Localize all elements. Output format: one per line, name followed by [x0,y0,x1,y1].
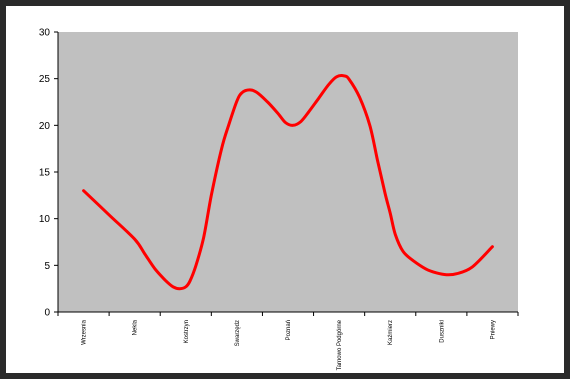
y-tick-label: 10 [39,214,51,225]
x-axis-ticks: Wrzesnia Nekla Kostrzyn Swarzędz Poznań Tarno… [57,312,519,370]
y-tick-label: 0 [44,308,50,319]
x-category-label: Tarnowo Podgórne [337,319,343,370]
y-axis-ticks: 0 5 10 15 20 25 30 [39,28,58,319]
x-category-label: Nekla [133,319,139,335]
line-chart: 0 5 10 15 20 25 30 Wrzesnia Nekla Kostrzyn Swarzę… [39,28,519,370]
y-tick-label: 30 [39,28,51,39]
y-tick-label: 5 [44,261,50,272]
y-tick-label: 20 [39,121,51,132]
x-category-label: Pniewy [490,320,496,339]
y-tick-label: 25 [39,74,51,85]
series-line [82,74,494,291]
x-category-label: Swarzędz [235,320,241,346]
chart-card: 0 5 10 15 20 25 30 Wrzesnia Nekla Kostrzyn Swarzę… [6,6,564,373]
x-category-label: Wrzesnia [82,319,88,345]
x-category-label: Kaźmierz [388,320,394,345]
plot-area [58,32,518,312]
y-tick-label: 15 [39,168,51,179]
x-category-label: Kostrzyn [184,320,190,343]
series-group [82,74,494,291]
x-category-label: Poznań [286,320,292,340]
x-category-label: Duszniki [439,320,445,343]
